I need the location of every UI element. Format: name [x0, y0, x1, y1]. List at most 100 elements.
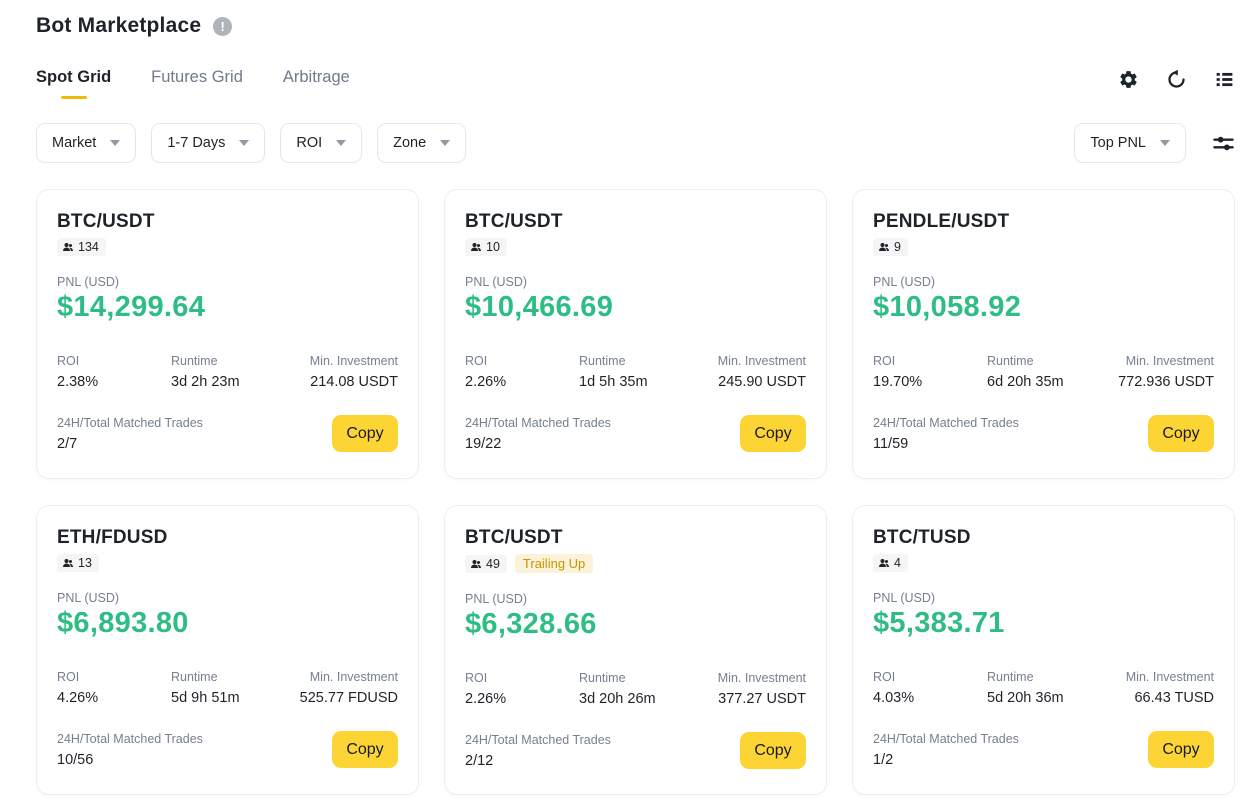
copy-button[interactable]: Copy	[1148, 731, 1214, 768]
roi-label: ROI	[57, 354, 80, 368]
copy-button[interactable]: Copy	[740, 415, 806, 452]
stats-row: ROI 4.26% Runtime 5d 9h 51m Min. Investm…	[57, 670, 398, 706]
users-icon	[879, 559, 889, 567]
matched-trades: 24H/Total Matched Trades 10/56	[57, 732, 203, 768]
filter-roi[interactable]: ROI	[280, 123, 363, 163]
matched-trades-label: 24H/Total Matched Trades	[873, 415, 1019, 430]
bot-card[interactable]: PENDLE/USDT 9 PNL (USD) $10,058.92 ROI 1…	[852, 189, 1235, 479]
runtime-value: 3d 20h 26m	[579, 691, 656, 707]
pair-name: PENDLE/USDT	[873, 211, 1010, 232]
badge-row: 4	[873, 554, 1214, 572]
matched-trades-value: 2/12	[465, 752, 494, 769]
runtime-label: Runtime	[171, 670, 218, 684]
card-footer: 24H/Total Matched Trades 2/7 Copy	[57, 415, 398, 452]
sort-label: Top PNL	[1090, 135, 1146, 151]
pair-name: ETH/FDUSD	[57, 527, 168, 548]
bot-card[interactable]: BTC/TUSD 4 PNL (USD) $5,383.71 ROI 4.03%…	[852, 505, 1235, 795]
matched-trades: 24H/Total Matched Trades 11/59	[873, 416, 1019, 452]
refresh-icon[interactable]	[1166, 69, 1187, 90]
users-icon	[63, 559, 73, 567]
copy-button[interactable]: Copy	[740, 732, 806, 769]
user-count: 49	[486, 556, 500, 571]
runtime-label: Runtime	[987, 354, 1034, 368]
runtime-label: Runtime	[987, 670, 1034, 684]
users-icon	[879, 243, 889, 251]
pnl-label: PNL (USD)	[465, 592, 528, 606]
tab-spot-grid[interactable]: Spot Grid	[36, 68, 111, 99]
bot-card[interactable]: BTC/USDT 134 PNL (USD) $14,299.64 ROI 2.…	[36, 189, 419, 479]
min-investment-stat: Min. Investment 377.27 USDT	[718, 671, 806, 707]
runtime-value: 5d 20h 36m	[987, 690, 1064, 706]
sort-dropdown[interactable]: Top PNL	[1074, 123, 1186, 163]
min-investment-stat: Min. Investment 214.08 USDT	[310, 354, 398, 390]
card-footer: 24H/Total Matched Trades 10/56 Copy	[57, 731, 398, 768]
tab-arbitrage[interactable]: Arbitrage	[282, 68, 350, 86]
card-footer: 24H/Total Matched Trades 19/22 Copy	[465, 415, 806, 452]
min-investment-label: Min. Investment	[1125, 354, 1214, 368]
sort-group: Top PNL	[1074, 123, 1235, 163]
matched-trades-value: 11/59	[873, 435, 909, 452]
min-investment-stat: Min. Investment 245.90 USDT	[718, 354, 806, 390]
bot-card[interactable]: ETH/FDUSD 13 PNL (USD) $6,893.80 ROI 4.2…	[36, 505, 419, 795]
users-icon	[471, 559, 481, 568]
tabs: Spot Grid Futures Grid Arbitrage	[36, 68, 350, 99]
bot-card[interactable]: BTC/USDT 10 PNL (USD) $10,466.69 ROI 2.2…	[444, 189, 827, 479]
filter-market-label: Market	[52, 135, 97, 151]
card-footer: 24H/Total Matched Trades 1/2 Copy	[873, 731, 1214, 768]
badge-row: 9	[873, 238, 1214, 256]
filter-group: Market 1-7 Days ROI Zone	[36, 123, 467, 163]
min-investment-value: 377.27 USDT	[718, 691, 806, 707]
roi-stat: ROI 19.70%	[873, 354, 987, 390]
roi-label: ROI	[465, 671, 488, 685]
sliders-filter-icon[interactable]	[1212, 132, 1235, 155]
tab-futures-grid[interactable]: Futures Grid	[151, 68, 243, 86]
strategy-tag: Trailing Up	[514, 554, 594, 573]
min-investment-value: 772.936 USDT	[1118, 374, 1214, 390]
min-investment-value: 245.90 USDT	[718, 374, 806, 390]
roi-value: 19.70%	[873, 374, 923, 390]
matched-trades-value: 2/7	[57, 435, 78, 452]
runtime-stat: Runtime 1d 5h 35m	[579, 354, 718, 390]
pnl-label: PNL (USD)	[57, 591, 120, 605]
user-count: 9	[894, 240, 901, 254]
pnl-value: $5,383.71	[873, 607, 1005, 639]
matched-trades-value: 1/2	[873, 751, 894, 768]
badge-row: 13	[57, 554, 398, 572]
badge-row: 10	[465, 238, 806, 256]
users-icon	[471, 243, 481, 251]
bot-card[interactable]: BTC/USDT 49 Trailing Up PNL (USD) $6,328…	[444, 505, 827, 795]
copy-button[interactable]: Copy	[1148, 415, 1214, 452]
filter-market[interactable]: Market	[36, 123, 137, 163]
copy-button[interactable]: Copy	[332, 415, 398, 452]
pnl-label: PNL (USD)	[873, 275, 936, 289]
roi-label: ROI	[873, 354, 896, 368]
pnl-label: PNL (USD)	[57, 275, 120, 289]
list-view-icon[interactable]	[1214, 69, 1235, 90]
cards-grid: BTC/USDT 134 PNL (USD) $14,299.64 ROI 2.…	[36, 189, 1235, 795]
info-icon[interactable]: !	[213, 16, 233, 36]
filter-roi-label: ROI	[296, 135, 323, 151]
min-investment-label: Min. Investment	[309, 670, 398, 684]
user-count-badge: 4	[873, 554, 908, 572]
pnl-value: $10,466.69	[465, 291, 614, 323]
chevron-down-icon	[110, 140, 121, 146]
min-investment-value: 66.43 TUSD	[1134, 690, 1214, 706]
chevron-down-icon	[239, 140, 250, 146]
user-count: 134	[78, 240, 99, 254]
stats-row: ROI 2.38% Runtime 3d 2h 23m Min. Investm…	[57, 354, 398, 390]
gear-icon[interactable]	[1118, 69, 1139, 90]
matched-trades-value: 10/56	[57, 751, 94, 768]
filter-days[interactable]: 1-7 Days	[151, 123, 266, 163]
roi-stat: ROI 4.03%	[873, 670, 987, 706]
chevron-down-icon	[1160, 140, 1170, 146]
runtime-value: 6d 20h 35m	[987, 374, 1064, 390]
badge-row: 49 Trailing Up	[465, 554, 806, 573]
runtime-stat: Runtime 6d 20h 35m	[987, 354, 1118, 390]
matched-trades: 24H/Total Matched Trades 2/12	[465, 733, 611, 769]
runtime-stat: Runtime 3d 2h 23m	[171, 354, 310, 390]
filter-zone[interactable]: Zone	[377, 123, 467, 163]
roi-value: 2.26%	[465, 691, 507, 707]
roi-label: ROI	[873, 670, 896, 684]
copy-button[interactable]: Copy	[332, 731, 398, 768]
runtime-label: Runtime	[579, 354, 626, 368]
